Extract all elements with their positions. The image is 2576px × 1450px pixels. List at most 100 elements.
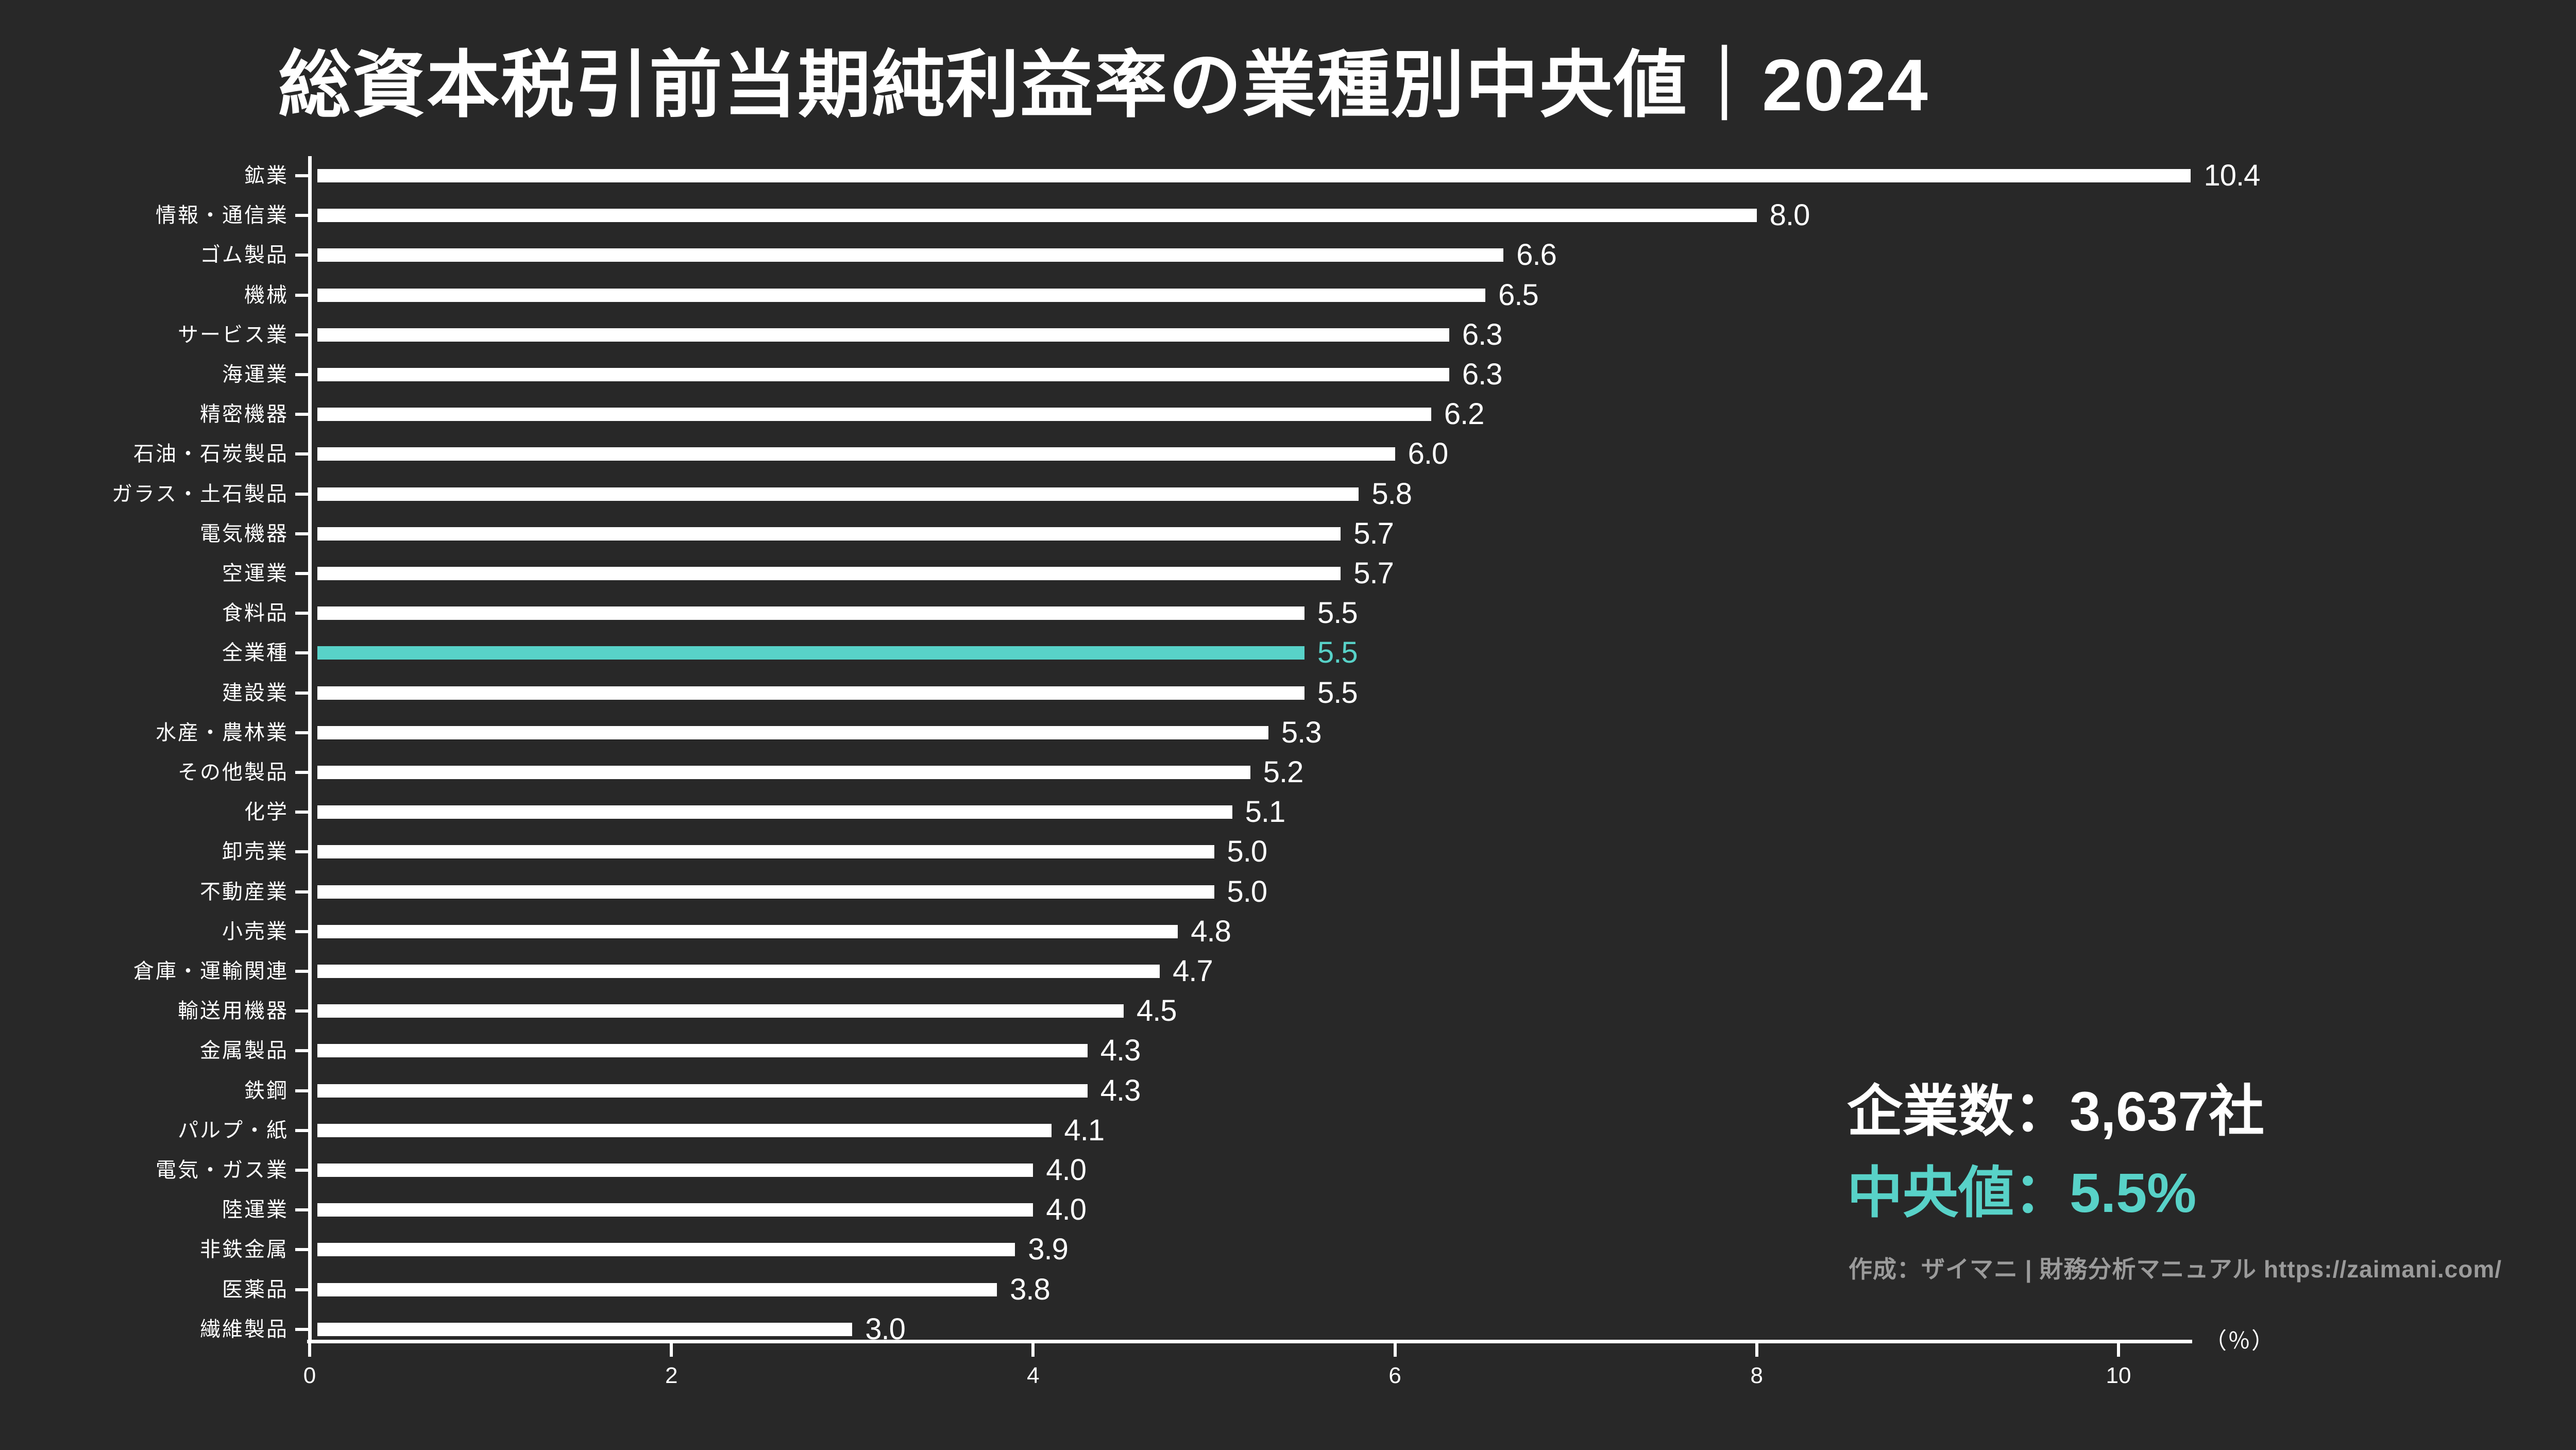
bar-value-label: 6.0 xyxy=(1408,437,1449,471)
bar xyxy=(317,248,1504,262)
y-axis-tick xyxy=(295,771,308,774)
bar-value-label: 6.3 xyxy=(1462,317,1503,351)
x-axis-unit-label: （％） xyxy=(2204,1328,2275,1354)
bar xyxy=(317,646,1305,660)
y-axis-tick xyxy=(295,850,308,854)
y-axis-label: 空運業 xyxy=(222,562,289,585)
bar xyxy=(317,766,1250,779)
y-axis-tick xyxy=(295,930,308,933)
y-axis-line xyxy=(308,156,312,1343)
y-axis-label: 鉱業 xyxy=(244,164,289,187)
chart-title: 総資本税引前当期純利益率の業種別中央値｜2024 xyxy=(278,44,1929,126)
y-axis-label: 海運業 xyxy=(222,363,289,386)
x-axis-tick xyxy=(670,1343,673,1357)
x-axis-tick-label: 10 xyxy=(2106,1363,2131,1388)
y-axis-label: 精密機器 xyxy=(200,403,289,426)
y-axis-label: 陸運業 xyxy=(222,1199,289,1222)
y-axis-label: 不動産業 xyxy=(200,880,289,903)
y-axis-tick xyxy=(295,1169,308,1172)
bar-value-label: 4.1 xyxy=(1064,1113,1105,1147)
bar xyxy=(317,1004,1124,1018)
y-axis-tick xyxy=(295,333,308,336)
y-axis-tick xyxy=(295,1248,308,1252)
bar xyxy=(317,1322,853,1336)
y-axis-label: 水産・農林業 xyxy=(156,721,289,744)
y-axis-label: 機械 xyxy=(244,283,289,307)
y-axis-tick xyxy=(295,811,308,814)
bar xyxy=(317,805,1232,819)
y-axis-tick xyxy=(295,1128,308,1132)
x-axis-tick-label: 6 xyxy=(1388,1363,1401,1388)
bar-value-label: 5.1 xyxy=(1245,795,1286,829)
y-axis-label: 食料品 xyxy=(222,602,289,625)
bar-value-label: 3.8 xyxy=(1010,1272,1050,1306)
bar-value-label: 5.7 xyxy=(1353,516,1394,550)
bar-value-label: 10.4 xyxy=(2204,159,2260,192)
y-axis-label: 全業種 xyxy=(222,642,289,665)
bar-value-label: 4.3 xyxy=(1100,1034,1141,1068)
bar xyxy=(317,606,1305,620)
y-axis-label: ガラス・土石製品 xyxy=(111,482,289,505)
bar xyxy=(317,368,1449,381)
y-axis-label: パルプ・紙 xyxy=(178,1119,289,1142)
median-value-text: 中央値：5.5% xyxy=(1847,1161,2197,1224)
y-axis-label: 石油・石炭製品 xyxy=(133,443,289,466)
x-axis-tick xyxy=(308,1343,311,1357)
x-axis-tick-label: 4 xyxy=(1027,1363,1040,1388)
y-axis-tick xyxy=(295,1208,308,1212)
y-axis-tick xyxy=(295,492,308,496)
bar-value-label: 6.6 xyxy=(1516,238,1557,272)
x-axis-tick-label: 8 xyxy=(1750,1363,1764,1388)
y-axis-tick xyxy=(295,1327,308,1331)
bar xyxy=(317,924,1178,938)
y-axis-label: 化学 xyxy=(244,801,289,824)
y-axis-tick xyxy=(295,612,308,615)
bar xyxy=(317,447,1395,461)
bar-value-label: 3.9 xyxy=(1028,1233,1069,1267)
bar-value-label: 5.5 xyxy=(1317,676,1358,710)
y-axis-label: 鉄鋼 xyxy=(244,1079,289,1102)
bar xyxy=(317,1283,997,1296)
y-axis-label: 輸送用機器 xyxy=(178,1000,289,1023)
y-axis-label: 情報・通信業 xyxy=(156,204,289,227)
bar xyxy=(317,328,1449,342)
bar xyxy=(317,1084,1088,1098)
bar xyxy=(317,408,1431,421)
bar xyxy=(317,1044,1088,1058)
bar xyxy=(317,885,1214,899)
bar xyxy=(317,288,1486,302)
companies-count-text: 企業数：3,637社 xyxy=(1847,1080,2265,1142)
bar xyxy=(317,527,1341,541)
bar xyxy=(317,1203,1033,1217)
y-axis-tick xyxy=(295,1049,308,1053)
y-axis-label: その他製品 xyxy=(178,761,289,784)
bar-value-label: 5.0 xyxy=(1227,874,1268,908)
bar-value-label: 5.5 xyxy=(1317,596,1358,630)
x-axis-tick-label: 2 xyxy=(665,1363,678,1388)
x-axis-tick xyxy=(1755,1343,1758,1357)
x-axis-tick-label: 0 xyxy=(303,1363,316,1388)
bar xyxy=(317,209,1757,223)
bar xyxy=(317,169,2191,182)
y-axis-label: ゴム製品 xyxy=(200,244,289,267)
bar-value-label: 6.5 xyxy=(1498,278,1539,312)
y-axis-label: サービス業 xyxy=(178,323,289,346)
bar-value-label: 6.2 xyxy=(1444,397,1485,431)
y-axis-tick xyxy=(295,651,308,655)
y-axis-label: 建設業 xyxy=(222,681,289,704)
y-axis-label: 金属製品 xyxy=(200,1039,289,1063)
bar-value-label: 8.0 xyxy=(1769,198,1810,232)
y-axis-tick xyxy=(295,532,308,535)
y-axis-tick xyxy=(295,1089,308,1092)
bar-value-label: 4.7 xyxy=(1173,954,1213,988)
bar-value-label: 6.3 xyxy=(1462,358,1503,391)
bar-value-label: 5.5 xyxy=(1317,636,1358,670)
y-axis-tick xyxy=(295,293,308,297)
y-axis-label: 非鉄金属 xyxy=(200,1238,289,1261)
y-axis-label: 医薬品 xyxy=(222,1278,289,1301)
bar-value-label: 4.8 xyxy=(1191,914,1231,948)
bar-value-label: 4.5 xyxy=(1136,994,1177,1028)
y-axis-label: 小売業 xyxy=(222,920,289,943)
y-axis-tick xyxy=(295,174,308,177)
y-axis-tick xyxy=(295,970,308,973)
